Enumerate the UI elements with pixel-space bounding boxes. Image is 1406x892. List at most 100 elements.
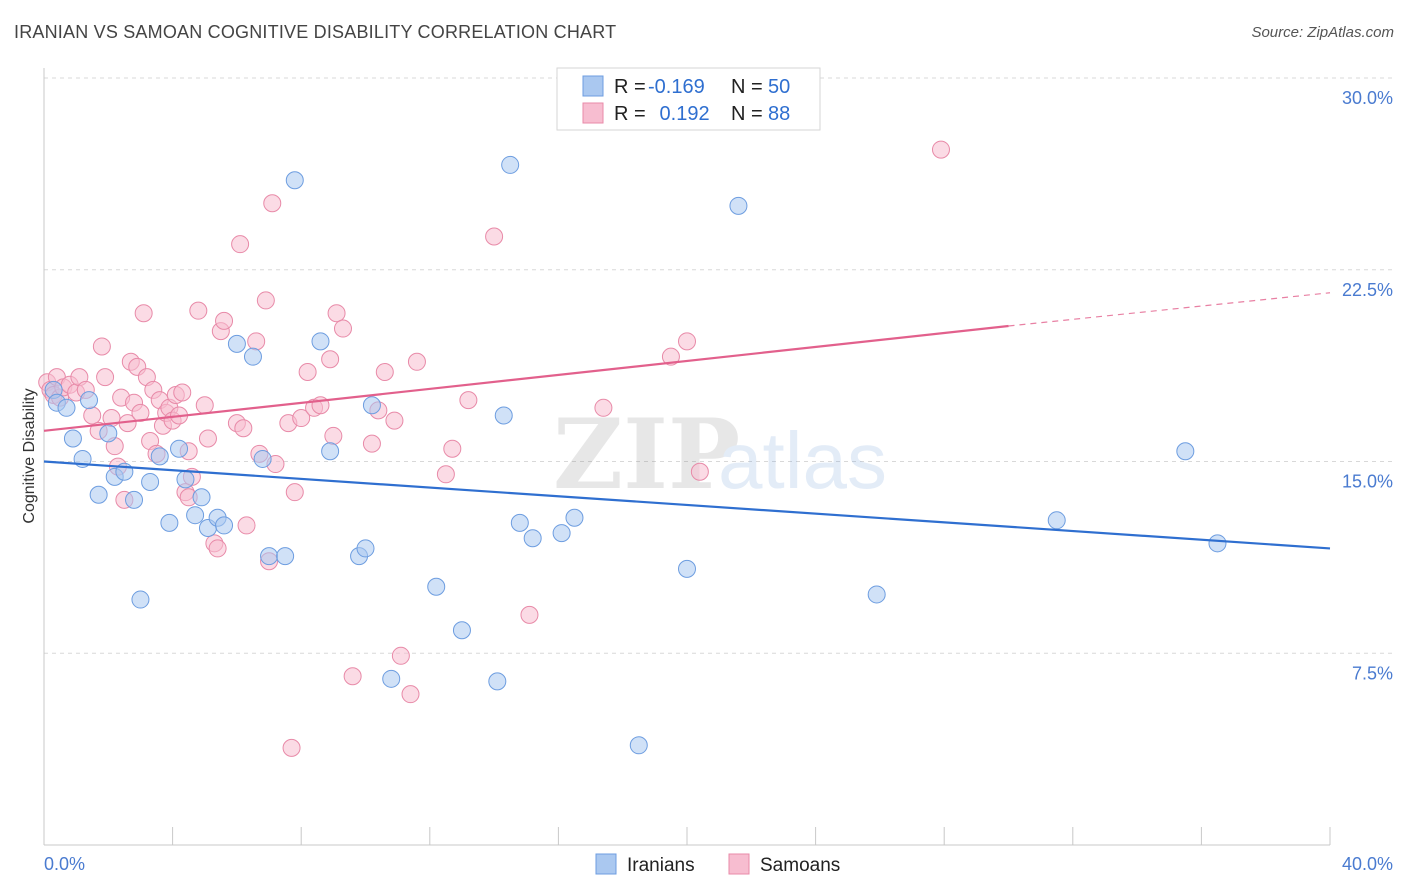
watermark-atlas: atlas	[718, 416, 887, 505]
correlation-legend: R = -0.169 N = 50 R = 0.192 N = 88	[556, 67, 821, 131]
samoans-point-73	[407, 352, 426, 371]
samoans-point-67	[362, 434, 381, 453]
legend-n-label-iranians: N =	[731, 76, 763, 98]
samoans-point-50	[247, 332, 266, 351]
y-tick-label-2: 22.5%	[1342, 280, 1393, 300]
samoans-point-48	[231, 235, 250, 254]
legend-r-label-samoans: R =	[614, 103, 646, 125]
iranians-point-40	[523, 529, 542, 548]
chart-title: IRANIAN VS SAMOAN COGNITIVE DISABILITY C…	[14, 22, 617, 42]
bottom-legend-swatch-iranians	[595, 853, 617, 875]
iranians-point-11	[131, 590, 150, 609]
iranians-point-49	[1208, 534, 1227, 553]
iranians-point-12	[141, 472, 160, 491]
samoans-point-69	[375, 363, 394, 382]
x-tick-label-min: 0.0%	[44, 854, 85, 874]
samoans-point-86	[234, 419, 253, 438]
trend-lines	[43, 292, 1331, 550]
iranians-point-39	[510, 513, 529, 532]
samoans-point-42	[198, 429, 217, 448]
samoans-point-71	[391, 646, 410, 665]
iranians-point-24	[253, 449, 272, 468]
iranians-point-36	[488, 672, 507, 691]
samoans-point-84	[931, 140, 950, 159]
samoans-point-80	[661, 347, 680, 366]
samoans-point-75	[443, 439, 462, 458]
iranians-point-22	[227, 334, 246, 353]
legend-swatch-iranians	[582, 75, 604, 97]
samoans-point-70	[385, 411, 404, 430]
samoans-point-24	[134, 304, 153, 323]
samoans-point-46	[215, 311, 234, 330]
iranians-point-18	[192, 488, 211, 507]
iranians-point-35	[452, 621, 471, 640]
iranians-point-13	[150, 447, 169, 466]
iranians-point-5	[80, 391, 99, 410]
iranians-point-2	[57, 398, 76, 417]
legend-n-value-samoans: 88	[768, 103, 790, 125]
iranians-point-15	[170, 439, 189, 458]
samoans-point-82	[690, 462, 709, 481]
samoans-point-44	[208, 539, 227, 558]
iranians-point-7	[99, 424, 118, 443]
samoans-point-40	[189, 301, 208, 320]
samoans-trend-line	[43, 324, 1009, 432]
iranians-point-46	[867, 585, 886, 604]
legend-swatch-samoans	[582, 102, 604, 124]
iranians-point-16	[176, 470, 195, 489]
samoans-point-54	[263, 194, 282, 213]
samoans-point-12	[92, 337, 111, 356]
samoans-point-57	[282, 738, 301, 757]
legend-n-label-samoans: N =	[731, 103, 763, 125]
iranians-point-6	[89, 485, 108, 504]
legend-r-value-iranians: -0.169	[648, 76, 705, 98]
iranians-point-33	[382, 669, 401, 688]
watermark: ZIP atlas	[553, 398, 887, 511]
samoans-point-58	[285, 483, 304, 502]
samoans-point-87	[324, 426, 343, 445]
legend-n-value-iranians: 50	[768, 76, 790, 98]
samoans-point-52	[256, 291, 275, 310]
iranians-point-44	[678, 559, 696, 578]
iranians-point-10	[125, 490, 144, 509]
y-tick-labels: 7.5% 15.0% 22.5% 30.0%	[1342, 88, 1393, 683]
iranians-point-21	[215, 516, 234, 535]
samoans-point-13	[96, 368, 115, 387]
iranians-trend-line	[43, 460, 1331, 550]
series-iranians-points	[44, 155, 1227, 755]
x-tick-label-max: 40.0%	[1342, 854, 1393, 874]
y-tick-label-1: 15.0%	[1342, 472, 1393, 492]
iranians-point-28	[311, 332, 330, 351]
samoans-point-77	[485, 227, 504, 246]
iranians-point-17	[186, 506, 205, 525]
iranians-point-37	[494, 406, 513, 425]
gridlines	[44, 77, 1393, 654]
samoans-point-65	[333, 319, 352, 338]
iranians-point-43	[629, 736, 648, 755]
iranians-point-45	[729, 196, 748, 215]
iranians-point-26	[276, 547, 295, 566]
iranians-point-42	[565, 508, 584, 527]
watermark-zip: ZIP	[553, 398, 740, 511]
bottom-legend-label-samoans: Samoans	[760, 855, 840, 876]
samoans-point-79	[594, 398, 613, 417]
samoans-trend-line-extension	[1008, 292, 1331, 327]
samoans-point-36	[173, 383, 192, 402]
samoans-point-59	[292, 409, 311, 428]
samoans-point-10	[83, 406, 102, 425]
iranians-point-47	[1047, 511, 1066, 530]
legend-r-value-samoans: 0.192	[654, 103, 710, 125]
samoans-point-78	[520, 605, 539, 624]
samoans-point-49	[237, 516, 256, 535]
iranians-point-38	[501, 155, 520, 174]
samoans-point-76	[459, 391, 478, 410]
samoans-point-66	[343, 667, 362, 686]
iranians-point-41	[552, 524, 571, 543]
iranians-point-32	[362, 396, 381, 415]
samoans-point-41	[195, 396, 214, 415]
x-tick-marks	[43, 827, 1331, 845]
iranians-point-23	[243, 347, 262, 366]
samoans-point-74	[436, 465, 455, 484]
